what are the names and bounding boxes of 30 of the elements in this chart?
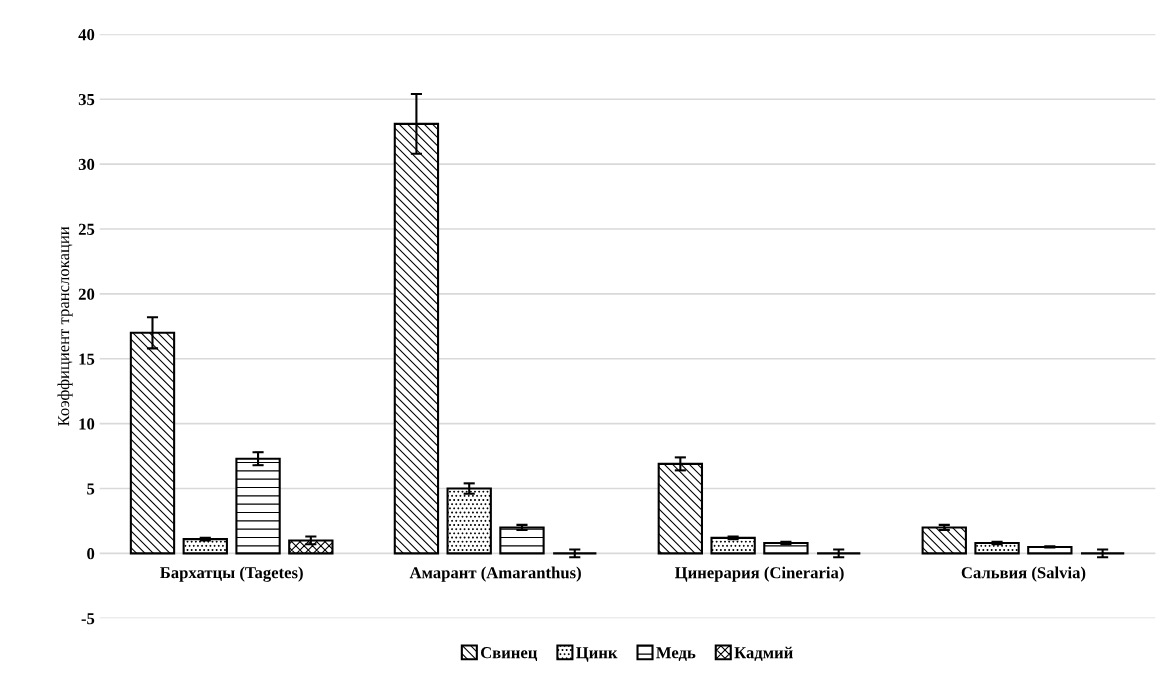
y-tick-label: 30: [78, 158, 95, 171]
legend-label: Свинец: [480, 647, 538, 662]
bar: [921, 526, 967, 555]
x-tick-label: Сальвия (Salvia): [961, 566, 1086, 582]
bar: [235, 457, 281, 555]
y-tick-label: 0: [87, 548, 95, 560]
bar: [763, 542, 809, 555]
bar: [182, 538, 228, 555]
y-tick-label: 40: [78, 29, 95, 41]
x-tick-label: Цинерария (Cineraria): [674, 566, 844, 582]
y-tick-label: 5: [87, 483, 95, 495]
y-axis-title: Коэффициент транслокации: [57, 226, 73, 426]
bar: [499, 526, 545, 555]
bar: [446, 487, 492, 555]
y-tick-label: 15: [79, 353, 95, 365]
x-tick-label: Амарант (Amaranthus): [409, 566, 581, 582]
y-tick-label: -5: [81, 613, 95, 625]
bar: [1027, 545, 1073, 555]
bar: [657, 462, 704, 555]
bar: [288, 539, 334, 555]
y-tick-label: 35: [78, 93, 95, 106]
legend-label: Цинк: [576, 647, 618, 662]
x-tick-label: Бархатцы (Tagetes): [160, 566, 303, 582]
y-tick-label: 25: [78, 223, 95, 235]
legend-label: Медь: [656, 647, 696, 662]
legend-label: Кадмий: [734, 646, 793, 662]
bar: [710, 536, 756, 555]
y-tick-label: 10: [79, 418, 95, 430]
y-tick-label: 20: [78, 288, 95, 300]
bar: [974, 542, 1020, 555]
